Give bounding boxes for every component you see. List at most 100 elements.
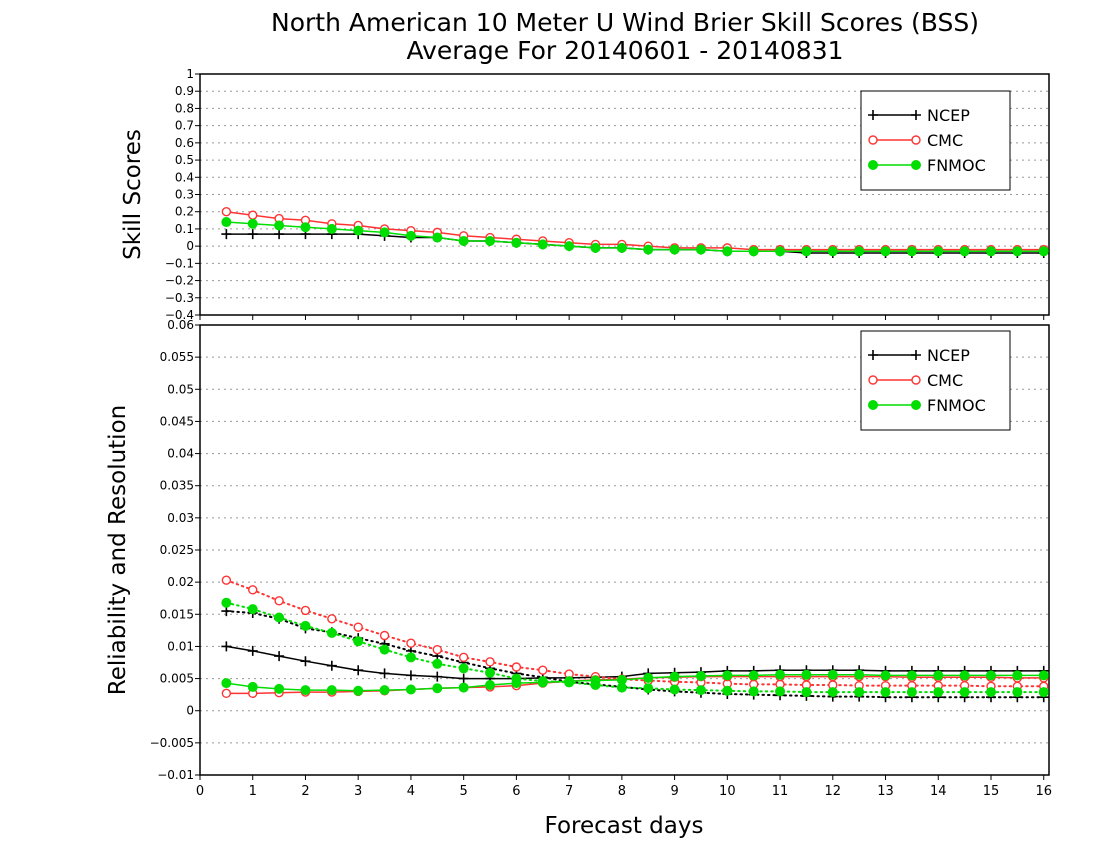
y-tick-label: 0.045 bbox=[160, 414, 194, 428]
data-point-fnmoc bbox=[458, 682, 469, 693]
y-tick-label: 0.7 bbox=[175, 119, 194, 133]
x-tick-label: 5 bbox=[460, 784, 468, 799]
data-point-ncep bbox=[868, 110, 878, 120]
x-tick-label: 16 bbox=[1035, 784, 1052, 799]
data-point-fnmoc bbox=[432, 232, 443, 243]
data-point-fnmoc bbox=[353, 636, 364, 647]
data-point-fnmoc bbox=[616, 674, 627, 685]
data-point-fnmoc bbox=[300, 685, 311, 696]
data-point-fnmoc bbox=[379, 685, 390, 696]
data-point-fnmoc bbox=[911, 160, 921, 170]
data-point-fnmoc bbox=[485, 667, 496, 678]
data-point-fnmoc bbox=[775, 246, 786, 257]
data-point-ncep bbox=[868, 350, 878, 360]
data-point-fnmoc bbox=[985, 687, 996, 698]
data-point-cmc bbox=[248, 210, 258, 220]
data-point-ncep bbox=[353, 665, 364, 676]
data-point-fnmoc bbox=[801, 669, 812, 680]
data-point-fnmoc bbox=[379, 644, 390, 655]
y-tick-label: 0.6 bbox=[175, 136, 194, 150]
data-point-fnmoc bbox=[353, 225, 364, 236]
data-point-fnmoc bbox=[722, 685, 733, 696]
data-point-fnmoc bbox=[274, 220, 285, 231]
y-tick-label: −0.2 bbox=[165, 274, 194, 288]
data-point-fnmoc bbox=[274, 612, 285, 623]
data-point-cmc bbox=[432, 644, 442, 655]
data-point-cmc bbox=[538, 665, 548, 675]
data-point-fnmoc bbox=[880, 246, 891, 257]
data-point-fnmoc bbox=[564, 676, 575, 687]
data-point-fnmoc bbox=[247, 604, 258, 615]
data-point-ncep bbox=[405, 670, 416, 681]
data-point-fnmoc bbox=[300, 222, 311, 233]
data-point-fnmoc bbox=[906, 670, 917, 681]
y-tick-label: 0.8 bbox=[175, 101, 194, 115]
data-point-fnmoc bbox=[1038, 687, 1049, 698]
legend-label: FNMOC bbox=[927, 396, 986, 415]
data-point-fnmoc bbox=[801, 246, 812, 257]
y-tick-label: 0 bbox=[186, 704, 194, 718]
x-tick-label: 8 bbox=[618, 784, 626, 799]
data-point-fnmoc bbox=[748, 246, 759, 257]
y-tick-label: 0.015 bbox=[160, 607, 194, 621]
data-point-cmc bbox=[300, 605, 311, 616]
data-point-fnmoc bbox=[801, 687, 812, 698]
y-tick-label: −0.1 bbox=[165, 256, 194, 270]
data-point-fnmoc bbox=[959, 246, 970, 257]
panel-1: 1 0.9 0.8 0.7 0.6 0.5 0.4 0.3 0.2 0.1 0 −0.1 −0.2 −0.… bbox=[120, 67, 1050, 322]
data-point-cmc bbox=[327, 614, 337, 624]
data-point-cmc bbox=[406, 638, 416, 648]
data-point-fnmoc bbox=[590, 242, 601, 253]
data-point-fnmoc bbox=[868, 400, 878, 410]
x-tick-label: 7 bbox=[565, 784, 573, 799]
y-tick-label: 1 bbox=[186, 67, 194, 81]
data-point-fnmoc bbox=[868, 160, 878, 170]
x-tick-label: 3 bbox=[354, 784, 362, 799]
data-point-cmc bbox=[221, 575, 232, 585]
y-tick-label: 0.1 bbox=[175, 222, 194, 236]
data-point-ncep bbox=[274, 229, 285, 240]
data-point-fnmoc bbox=[537, 677, 548, 688]
data-point-cmc bbox=[911, 375, 921, 385]
y-tick-label: −0.01 bbox=[157, 768, 194, 782]
data-point-cmc bbox=[274, 596, 284, 606]
data-point-fnmoc bbox=[247, 218, 258, 229]
data-point-fnmoc bbox=[959, 670, 970, 681]
data-point-ncep bbox=[458, 673, 469, 684]
data-point-ncep bbox=[326, 660, 337, 671]
y-tick-label: −0.3 bbox=[165, 291, 194, 305]
x-axis-label: Forecast days bbox=[545, 813, 704, 839]
data-point-cmc bbox=[911, 135, 921, 145]
data-point-ncep bbox=[911, 350, 921, 360]
x-tick-label: 10 bbox=[719, 784, 736, 799]
legend: NCEP CMC FNMOC bbox=[860, 330, 1011, 431]
data-point-fnmoc bbox=[221, 217, 232, 228]
data-point-fnmoc bbox=[985, 670, 996, 681]
data-point-cmc bbox=[221, 207, 232, 217]
legend-label: CMC bbox=[927, 371, 963, 390]
data-point-ncep bbox=[247, 229, 258, 240]
data-point-fnmoc bbox=[933, 670, 944, 681]
data-point-ncep bbox=[432, 671, 443, 682]
y-tick-label: 0.055 bbox=[160, 350, 194, 364]
data-point-fnmoc bbox=[1012, 670, 1023, 681]
x-tick-label: 0 bbox=[196, 784, 204, 799]
data-point-cmc bbox=[379, 630, 390, 641]
series-line-ncep bbox=[225, 645, 1045, 680]
y-tick-label: 0.5 bbox=[175, 153, 194, 167]
data-point-fnmoc bbox=[854, 687, 865, 698]
data-point-fnmoc bbox=[695, 244, 706, 255]
x-tick-label: 1 bbox=[249, 784, 257, 799]
data-point-ncep bbox=[911, 110, 921, 120]
data-point-fnmoc bbox=[933, 246, 944, 257]
data-point-fnmoc bbox=[722, 246, 733, 257]
y-tick-label: 0.2 bbox=[175, 205, 194, 219]
data-point-ncep bbox=[221, 606, 232, 617]
series-line-fnmoc bbox=[225, 221, 1045, 253]
data-point-fnmoc bbox=[564, 241, 575, 252]
data-point-fnmoc bbox=[643, 244, 654, 255]
data-point-cmc bbox=[511, 662, 522, 672]
data-point-fnmoc bbox=[959, 687, 970, 698]
data-point-fnmoc bbox=[300, 620, 311, 631]
chart-subtitle: Average For 20140601 - 20140831 bbox=[406, 36, 843, 65]
